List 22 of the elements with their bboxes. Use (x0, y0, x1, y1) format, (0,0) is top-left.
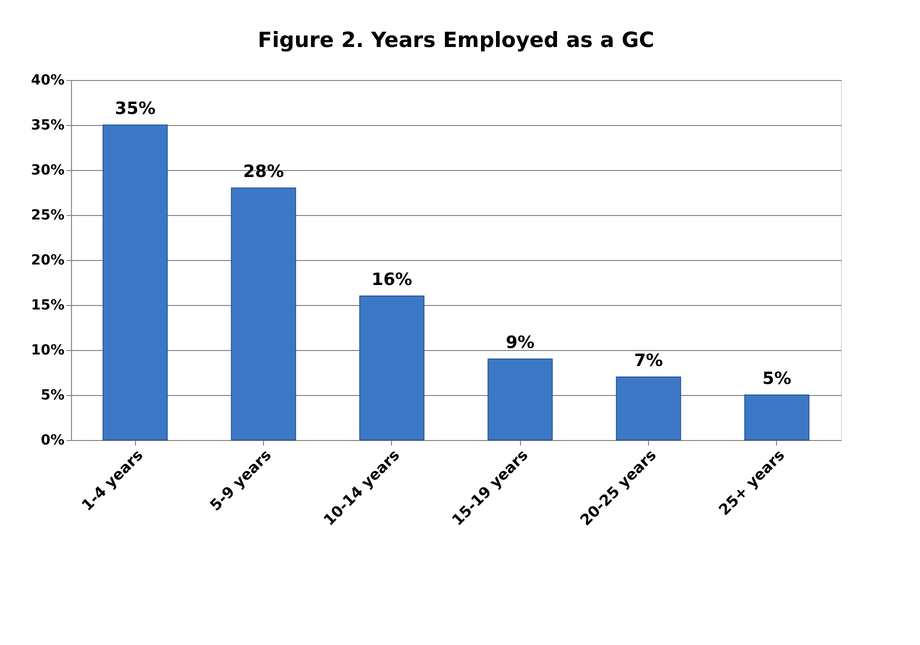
y-tick-label: 20% (30, 252, 64, 268)
y-tick-label: 25% (30, 208, 64, 224)
data-label: 9% (506, 333, 535, 353)
y-tick-label: 35% (30, 118, 64, 134)
bar (744, 394, 810, 440)
y-tick-label: 10% (30, 342, 64, 358)
y-tick-label: 15% (30, 298, 64, 314)
y-tick-label: 30% (30, 162, 64, 178)
data-label: 16% (371, 270, 412, 290)
data-label: 35% (114, 99, 156, 119)
data-label: 5% (762, 369, 792, 389)
bar (488, 358, 553, 440)
y-tick-label: 40% (30, 72, 64, 88)
data-label: 7% (634, 351, 663, 371)
bar (230, 188, 296, 440)
bar (616, 376, 682, 440)
chart-title: Figure 2. Years Employed as a GC (258, 28, 654, 52)
y-tick-label: 0% (40, 432, 64, 448)
data-label: 28% (243, 162, 284, 182)
bar (359, 296, 424, 440)
bar (102, 124, 168, 440)
y-tick-label: 5% (40, 388, 64, 404)
